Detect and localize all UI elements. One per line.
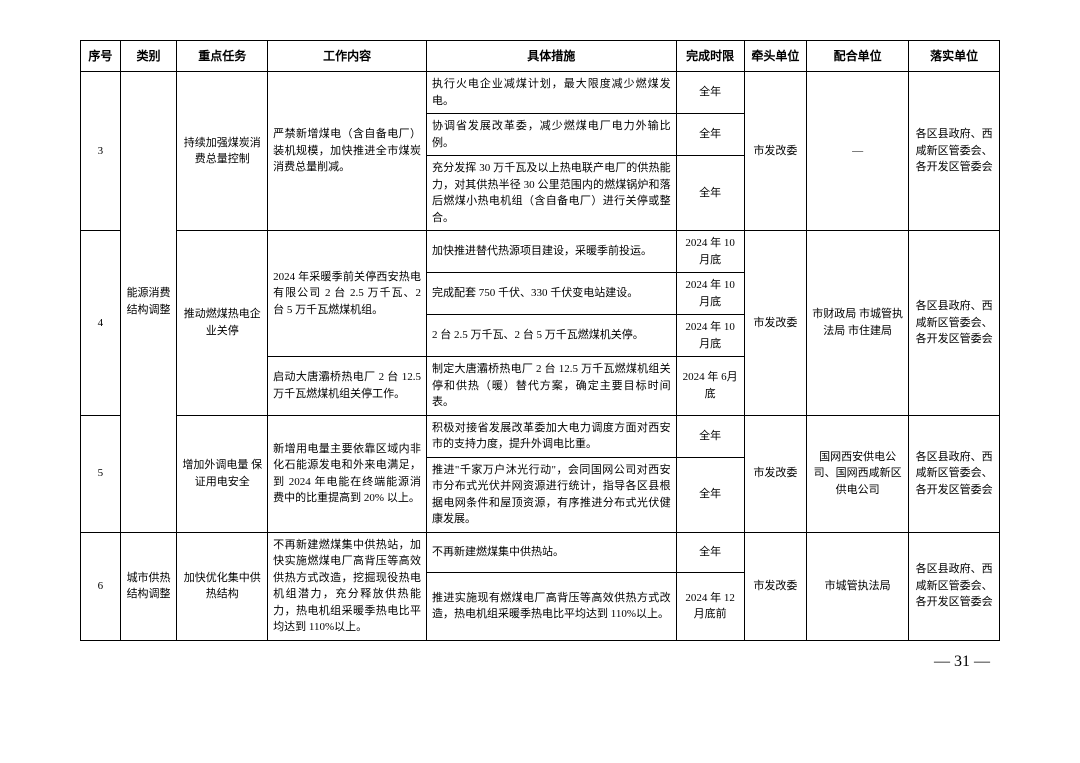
cell-category: 城市供热结构调整	[120, 532, 177, 640]
cell-deadline: 全年	[676, 415, 744, 457]
table-row: 5 增加外调电量 保证用电安全 新增用电量主要依靠区域内非化石能源发电和外来电满…	[81, 415, 1000, 457]
cell-measure: 加快推进替代热源项目建设，采暖季前投运。	[427, 231, 677, 273]
th-impl: 落实单位	[909, 41, 1000, 72]
cell-coop: 市财政局 市城管执法局 市住建局	[807, 231, 909, 416]
cell-measure: 不再新建燃煤集中供热站。	[427, 532, 677, 573]
cell-seq: 3	[81, 72, 121, 231]
cell-seq: 6	[81, 532, 121, 640]
cell-measure: 积极对接省发展改革委加大电力调度方面对西安市的支持力度，提升外调电比重。	[427, 415, 677, 457]
th-content: 工作内容	[268, 41, 427, 72]
header-row: 序号 类别 重点任务 工作内容 具体措施 完成时限 牵头单位 配合单位 落实单位	[81, 41, 1000, 72]
cell-deadline: 全年	[676, 72, 744, 114]
cell-deadline: 2024 年 6月底	[676, 357, 744, 416]
th-task: 重点任务	[177, 41, 268, 72]
cell-deadline: 2024 年 10月底	[676, 231, 744, 273]
cell-measure: 推进"千家万户沐光行动"，会同国网公司对西安市分布式光伏并网资源进行统计，指导各…	[427, 457, 677, 532]
cell-deadline: 全年	[676, 457, 744, 532]
cell-category: 能源消费结构调整	[120, 72, 177, 533]
main-table: 序号 类别 重点任务 工作内容 具体措施 完成时限 牵头单位 配合单位 落实单位…	[80, 40, 1000, 641]
cell-task: 加快优化集中供热结构	[177, 532, 268, 640]
cell-task: 增加外调电量 保证用电安全	[177, 415, 268, 532]
cell-measure: 完成配套 750 千伏、330 千伏变电站建设。	[427, 273, 677, 315]
cell-deadline: 2024 年 12 月底前	[676, 573, 744, 640]
cell-measure: 协调省发展改革委，减少燃煤电厂电力外输比例。	[427, 114, 677, 156]
cell-content: 新增用电量主要依靠区域内非化石能源发电和外来电满足，到 2024 年电能在终端能…	[268, 415, 427, 532]
table-row: 3 能源消费结构调整 持续加强煤炭消费总量控制 严禁新增煤电（含自备电厂）装机规…	[81, 72, 1000, 114]
cell-content: 不再新建燃煤集中供热站，加快实施燃煤电厂高背压等高效供热方式改造，挖掘现役热电机…	[268, 532, 427, 640]
th-coop: 配合单位	[807, 41, 909, 72]
cell-deadline: 2024 年 10月底	[676, 273, 744, 315]
cell-content: 严禁新增煤电（含自备电厂）装机规模，加快推进全市煤炭消费总量削减。	[268, 72, 427, 231]
cell-seq: 5	[81, 415, 121, 532]
cell-content: 启动大唐灞桥热电厂 2 台 12.5 万千瓦燃煤机组关停工作。	[268, 357, 427, 416]
cell-coop: 国网西安供电公司、国网西咸新区供电公司	[807, 415, 909, 532]
cell-deadline: 全年	[676, 156, 744, 231]
cell-measure: 推进实施现有燃煤电厂高背压等高效供热方式改造，热电机组采暖季热电比平均达到 11…	[427, 573, 677, 640]
cell-coop: 市城管执法局	[807, 532, 909, 640]
th-deadline: 完成时限	[676, 41, 744, 72]
cell-impl: 各区县政府、西咸新区管委会、各开发区管委会	[909, 415, 1000, 532]
cell-impl: 各区县政府、西咸新区管委会、各开发区管委会	[909, 532, 1000, 640]
th-lead: 牵头单位	[744, 41, 806, 72]
cell-lead: 市发改委	[744, 72, 806, 231]
table-row: 6 城市供热结构调整 加快优化集中供热结构 不再新建燃煤集中供热站，加快实施燃煤…	[81, 532, 1000, 573]
cell-lead: 市发改委	[744, 415, 806, 532]
cell-measure: 2 台 2.5 万千瓦、2 台 5 万千瓦燃煤机关停。	[427, 315, 677, 357]
th-seq: 序号	[81, 41, 121, 72]
cell-measure: 执行火电企业减煤计划，最大限度减少燃煤发电。	[427, 72, 677, 114]
cell-content: 2024 年采暖季前关停西安热电有限公司 2 台 2.5 万千瓦、2 台 5 万…	[268, 231, 427, 357]
cell-lead: 市发改委	[744, 231, 806, 416]
cell-impl: 各区县政府、西咸新区管委会、各开发区管委会	[909, 72, 1000, 231]
cell-measure: 充分发挥 30 万千瓦及以上热电联产电厂的供热能力，对其供热半径 30 公里范围…	[427, 156, 677, 231]
cell-task: 持续加强煤炭消费总量控制	[177, 72, 268, 231]
page-number: — 31 —	[80, 653, 1000, 671]
table-row: 4 推动燃煤热电企业关停 2024 年采暖季前关停西安热电有限公司 2 台 2.…	[81, 231, 1000, 273]
cell-measure: 制定大唐灞桥热电厂 2 台 12.5 万千瓦燃煤机组关停和供热（暖）替代方案，确…	[427, 357, 677, 416]
cell-lead: 市发改委	[744, 532, 806, 640]
cell-deadline: 2024 年 10月底	[676, 315, 744, 357]
cell-coop: —	[807, 72, 909, 231]
cell-deadline: 全年	[676, 532, 744, 573]
th-category: 类别	[120, 41, 177, 72]
th-measure: 具体措施	[427, 41, 677, 72]
cell-impl: 各区县政府、西咸新区管委会、各开发区管委会	[909, 231, 1000, 416]
cell-deadline: 全年	[676, 114, 744, 156]
cell-seq: 4	[81, 231, 121, 416]
cell-task: 推动燃煤热电企业关停	[177, 231, 268, 416]
